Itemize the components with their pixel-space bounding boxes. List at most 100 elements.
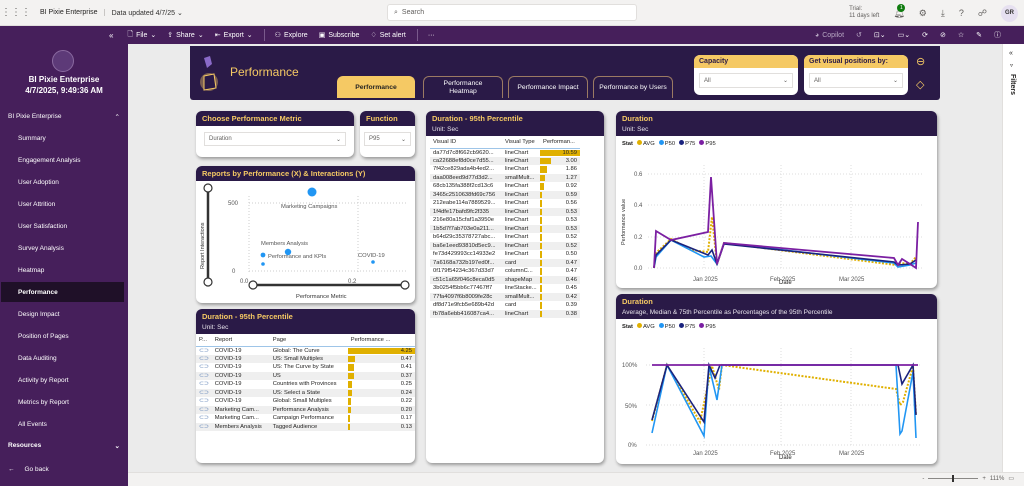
scatter-chart[interactable]: Report Interactions 500 0 0.0 0.2 Market…: [196, 181, 415, 303]
app-name[interactable]: BI Pixie Enterprise: [40, 9, 105, 16]
file-menu[interactable]: 🗋 File ⌄: [127, 30, 156, 41]
settings-icon[interactable]: ⚙: [918, 7, 927, 18]
notifications-button[interactable]: 🔔︎ 1: [893, 3, 906, 19]
link-icon[interactable]: ⊂⊃: [196, 388, 212, 397]
subscribe-button[interactable]: ▣ Subscribe: [319, 31, 360, 40]
refresh-icon[interactable]: ⟳: [922, 32, 928, 39]
share-feedback-icon[interactable]: ☍: [977, 7, 987, 18]
table-row[interactable]: df8d71e9fcb5e689b42d card 0.39: [430, 301, 580, 310]
table-row[interactable]: fe73d429993cc14933e2 lineChart 0.50: [430, 250, 580, 259]
legend-item-p75[interactable]: P75: [679, 140, 695, 147]
sidebar-section-bi-pixie[interactable]: BI Pixie Enterprise ⌃: [8, 113, 120, 121]
table-row[interactable]: ⊂⊃ Marketing Cam... Campaign Performance…: [196, 414, 415, 423]
edit-icon[interactable]: ✎: [976, 32, 983, 39]
tab-performance[interactable]: Performance: [337, 76, 415, 98]
sidebar-item-engagement-analysis[interactable]: Engagement Analysis: [18, 157, 81, 164]
back-arrow-circle-icon[interactable]: ⊖: [916, 56, 926, 68]
x-range-handle-right[interactable]: [400, 280, 410, 290]
performance-metric-dropdown[interactable]: Duration ⌄: [204, 132, 346, 146]
comment-icon[interactable]: ⊘: [940, 32, 946, 39]
col-header-visual-id[interactable]: Visual ID: [433, 138, 457, 145]
sidebar-item-activity-by-report[interactable]: Activity by Report: [18, 377, 69, 384]
avatar[interactable]: GR: [1001, 4, 1018, 22]
share-menu[interactable]: ⇪ Share ⌄: [167, 31, 203, 40]
link-icon[interactable]: ⊂⊃: [196, 371, 212, 380]
table-row[interactable]: da77d7c8f662cb9620... lineChart 10.59: [430, 148, 580, 157]
sidebar-item-metrics-by-report[interactable]: Metrics by Report: [18, 399, 69, 406]
col-header-page[interactable]: Page: [272, 336, 287, 343]
sidebar-item-user-satisfaction[interactable]: User Satisfaction: [18, 223, 68, 230]
table-row[interactable]: b64d29c35378727abc... lineChart 0.52: [430, 233, 580, 242]
sidebar-item-survey-analysis[interactable]: Survey Analysis: [18, 245, 64, 252]
link-icon[interactable]: ⊂⊃: [199, 347, 209, 354]
legend-item-p75[interactable]: P75: [679, 323, 695, 330]
table-row[interactable]: ⊂⊃ COVID-19 US: The Curve by State 0.41: [196, 363, 415, 372]
table-row[interactable]: 77fa4097f6b8009fe28c smallMult... 0.42: [430, 292, 580, 301]
table-row[interactable]: ⊂⊃ COVID-19 US 0.37: [196, 371, 415, 380]
legend-item-p50[interactable]: P50: [658, 140, 675, 147]
legend-item-p95[interactable]: P95: [699, 323, 716, 330]
search-input[interactable]: ⌕ Search: [387, 4, 637, 21]
table-row[interactable]: 7a6168a732b197ed0f... card 0.47: [430, 258, 580, 267]
table-row[interactable]: ⊂⊃ Members Analysis Tagged Audience 0.13: [196, 422, 415, 431]
table-row[interactable]: c51c1a65f046c8eca0d5 shapeMap 0.46: [430, 275, 580, 284]
table-row[interactable]: 3b0254f5bb6c77467ff7 lineStacke... 0.45: [430, 284, 580, 293]
link-icon[interactable]: ⊂⊃: [199, 415, 209, 422]
sidebar-item-summary[interactable]: Summary: [18, 135, 46, 142]
fit-to-page-icon[interactable]: ▭: [1008, 476, 1014, 482]
view-icon[interactable]: ▭⌄: [897, 32, 911, 39]
expand-filters-icon[interactable]: «: [1009, 50, 1013, 57]
legend-item-p50[interactable]: P50: [658, 323, 675, 330]
zoom-slider-knob[interactable]: [952, 475, 955, 482]
table-row[interactable]: ⊂⊃ COVID-19 US: Select a State 0.24: [196, 388, 415, 397]
table-row[interactable]: ⊂⊃ COVID-19 Countries with Provinces 0.2…: [196, 380, 415, 389]
sidebar-item-user-attrition[interactable]: User Attrition: [18, 201, 56, 208]
zoom-out-button[interactable]: -: [922, 475, 925, 482]
collapse-nav-icon[interactable]: «: [109, 30, 114, 40]
col-header-performance[interactable]: Performance ...: [350, 336, 391, 343]
app-launcher-icon[interactable]: ⋮⋮⋮: [1, 7, 31, 18]
x-range-handle-left[interactable]: [248, 280, 258, 290]
table-row[interactable]: ca22688ef8d0ce7d55... lineChart 3.00: [430, 156, 580, 165]
table-row[interactable]: ba6e1eed93810d5ec9... lineChart 0.52: [430, 241, 580, 250]
legend-item-p95[interactable]: P95: [699, 140, 716, 147]
capacity-dropdown[interactable]: All ⌄: [699, 73, 793, 88]
sidebar-item-user-adoption[interactable]: User Adoption: [18, 179, 59, 186]
favorite-icon[interactable]: ☆: [957, 32, 965, 39]
zoom-in-button[interactable]: +: [982, 475, 986, 482]
table-row[interactable]: 1b5d7f7ab703e0a211... lineChart 0.53: [430, 224, 580, 233]
function-dropdown[interactable]: P95 ⌄: [364, 132, 411, 146]
legend-item-avg[interactable]: AVG: [636, 140, 655, 147]
filters-pane[interactable]: « ▿ Filters: [1002, 44, 1024, 472]
set-alert-button[interactable]: ♢ Set alert: [370, 31, 405, 40]
link-icon[interactable]: ⊂⊃: [196, 405, 212, 414]
link-icon[interactable]: ⊂⊃: [199, 398, 209, 405]
info-icon[interactable]: ⓘ: [994, 32, 1002, 39]
col-header-report[interactable]: Report: [214, 336, 233, 343]
y-range-handle-top[interactable]: [203, 183, 213, 193]
link-icon[interactable]: ⊂⊃: [199, 364, 209, 371]
percentage-line-chart[interactable]: 100% 50% 0% Jan 2025 Feb 2025 Mar 2025: [616, 338, 937, 463]
bookmark-icon[interactable]: ⊡⌄: [873, 32, 886, 39]
table-row[interactable]: fb78a6ebb416087ca4... lineChart 0.38: [430, 309, 580, 318]
more-options-button[interactable]: ···: [427, 31, 435, 39]
table-row[interactable]: 216e80a15cfaf1a3950e lineChart 0.53: [430, 216, 580, 225]
tab-performance-impact[interactable]: Performance Impact: [508, 76, 588, 98]
sidebar-item-position-of-pages[interactable]: Position of Pages: [18, 333, 69, 340]
help-icon[interactable]: ?: [958, 8, 964, 18]
tab-performance-heatmap[interactable]: Performance Heatmap: [423, 76, 503, 98]
table-row[interactable]: 1f4dfe17bafd9fc2f335 lineChart 0.53: [430, 207, 580, 216]
y-range-handle-bottom[interactable]: [203, 277, 213, 287]
table-row[interactable]: 3465c2510638fd69c756 lineChart 0.59: [430, 190, 580, 199]
link-icon[interactable]: ⊂⊃: [199, 381, 209, 388]
tab-performance-by-users[interactable]: Performance by Users: [593, 76, 673, 98]
export-menu[interactable]: ⇤ Export ⌄: [215, 31, 253, 40]
reset-icon[interactable]: ↺: [856, 32, 862, 39]
table-row[interactable]: ⊂⊃ Marketing Cam... Performance Analysis…: [196, 405, 415, 414]
sidebar-section-resources[interactable]: Resources ⌄: [8, 442, 120, 450]
go-back-button[interactable]: ← Go back: [8, 466, 120, 473]
data-updated-label[interactable]: Data updated 4/7/25 ⌄: [112, 9, 183, 17]
download-icon[interactable]: ⤓: [940, 7, 945, 18]
table-row[interactable]: ⊂⊃ COVID-19 US: Small Multiples 0.47: [196, 354, 415, 363]
link-icon[interactable]: ⊂⊃: [196, 354, 212, 363]
